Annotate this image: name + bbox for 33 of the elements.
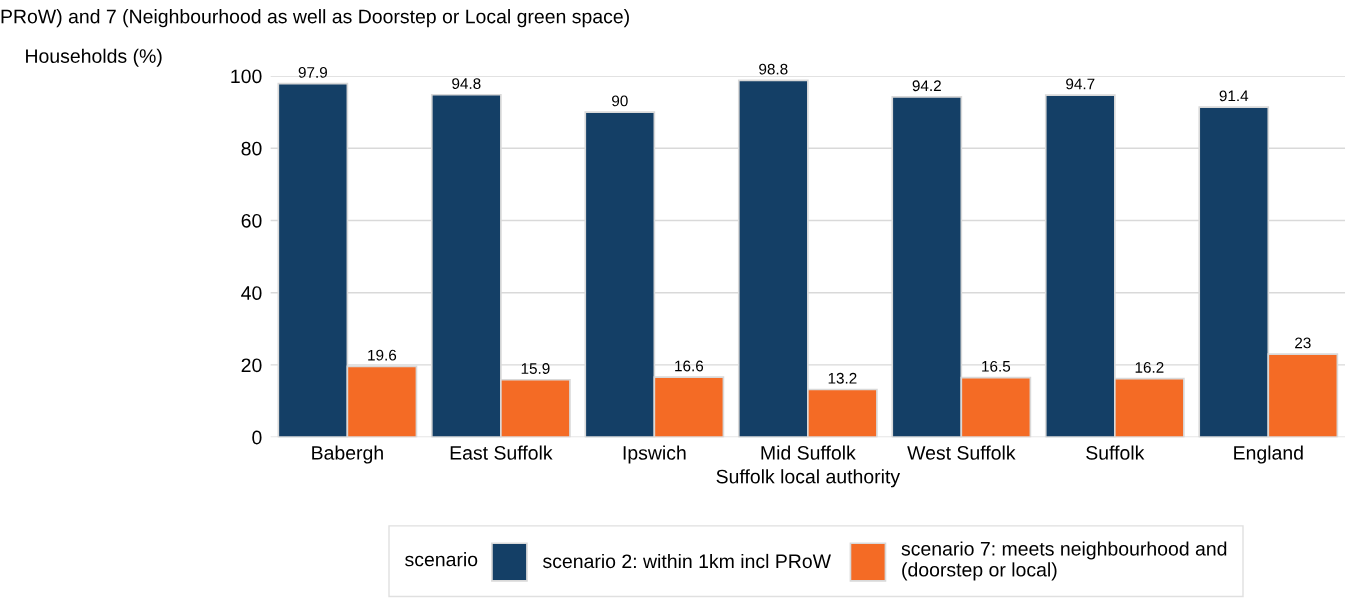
y-tick-label: 100 [231,69,262,84]
data-label: 15.9 [521,363,550,374]
x-tick-label: Babergh [312,445,383,464]
data-label: 16.6 [675,360,704,372]
x-axis-title: Suffolk local authority [716,469,901,488]
x-tick-label: West Suffolk [907,445,1016,460]
legend-label: scenario 2: within 1km incl PRoW [543,553,831,569]
data-label: 98.8 [759,63,788,75]
y-tick-label: 60 [241,213,262,228]
data-label: 19.6 [368,349,397,361]
legend-title: scenario [405,552,478,567]
x-tick-label: England [1234,445,1303,464]
data-label: 13.2 [828,372,857,384]
y-tick-label: 20 [241,358,262,373]
y-tick-label: 80 [241,141,262,156]
x-tick-label: Ipswich [623,445,686,464]
data-label: 97.9 [298,66,327,78]
y-tick-label: 0 [252,430,262,445]
data-label: 16.5 [982,360,1011,372]
data-label: 90 [612,95,628,107]
data-label: 94.7 [1066,78,1095,90]
y-axis-title: Households (%) [26,48,162,67]
data-label: 94.8 [452,78,481,89]
data-label: 94.2 [912,80,941,92]
x-tick-label: Mid Suffolk [761,445,856,460]
x-tick-label: Suffolk [1086,445,1145,460]
data-label: 23 [1295,337,1311,349]
chart-title: PRoW) and 7 (Neighbourhood as well as Doorstep or Local green space) [1,9,629,28]
legend-label: scenario 7: meets neighbourhood and (doorstep or local) [901,541,1227,581]
data-label: 91.4 [1219,90,1249,102]
data-label: 16.2 [1135,362,1164,373]
y-tick-label: 40 [241,286,262,300]
x-tick-label: East Suffolk [450,445,553,460]
